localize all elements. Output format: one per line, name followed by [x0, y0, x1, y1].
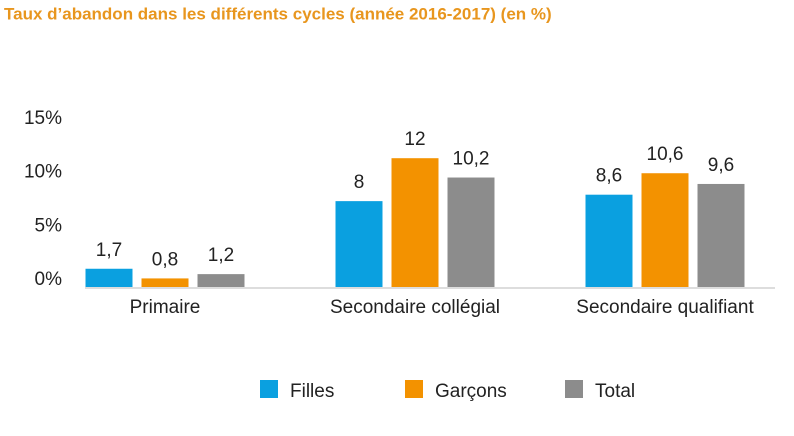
value-label: 1,2 [208, 245, 234, 266]
legend-label: Garçons [435, 381, 507, 402]
legend-swatch [260, 380, 278, 398]
x-tick-label: Primaire [130, 297, 201, 318]
legend-swatch [565, 380, 583, 398]
value-label: 10,2 [453, 149, 490, 170]
y-tick-label: 0% [35, 269, 63, 290]
bar [447, 177, 495, 287]
y-tick-label: 10% [24, 162, 62, 183]
bar [197, 274, 245, 287]
value-label: 9,6 [708, 155, 734, 176]
value-label: 10,6 [647, 144, 684, 165]
bar [335, 201, 383, 287]
legend-label: Filles [290, 381, 334, 402]
legend-label: Total [595, 381, 635, 402]
value-label: 8,6 [596, 166, 622, 187]
value-label: 1,7 [96, 240, 122, 261]
bar [85, 268, 133, 287]
legend-swatch [405, 380, 423, 398]
value-label: 8 [354, 172, 365, 193]
bar [391, 158, 439, 287]
bar [641, 173, 689, 287]
x-tick-label: Secondaire qualifiant [576, 297, 754, 318]
bar [585, 194, 633, 287]
x-tick-label: Secondaire collégial [330, 297, 500, 318]
value-label: 12 [404, 129, 425, 150]
bar [697, 183, 745, 287]
chart-title: Taux d’abandon dans les différents cycle… [4, 4, 552, 23]
y-tick-label: 15% [24, 108, 62, 129]
y-tick-label: 5% [35, 215, 63, 236]
value-label: 0,8 [152, 249, 178, 270]
bar [141, 278, 189, 287]
